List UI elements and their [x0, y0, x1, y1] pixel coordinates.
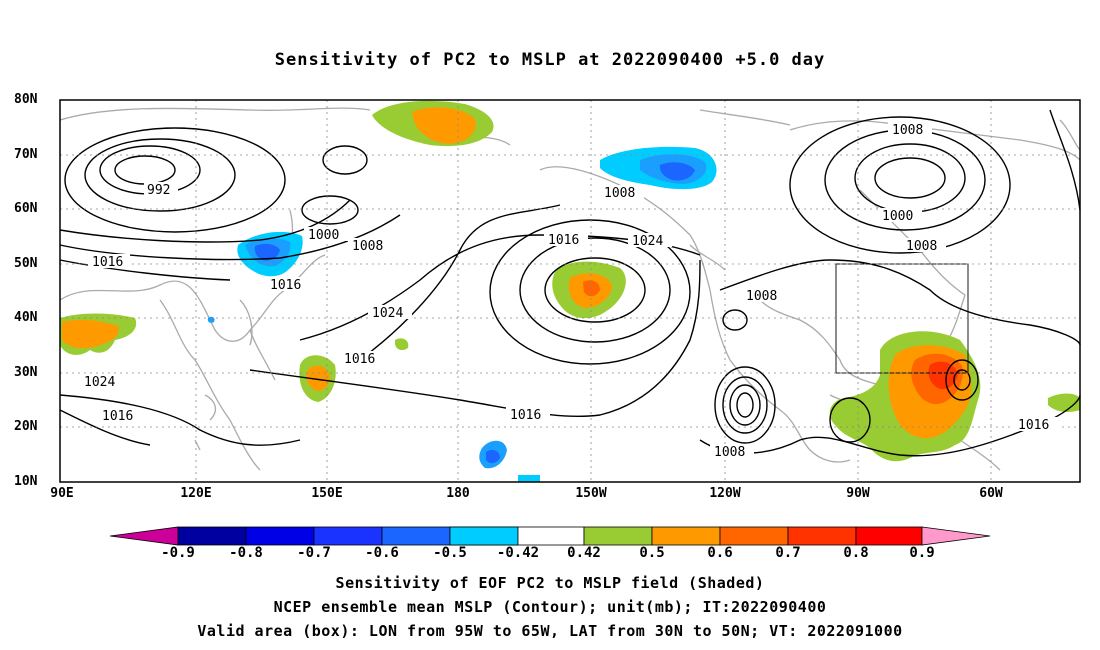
caption-valid-area: Valid area (box): LON from 95W to 65W, L… — [197, 622, 903, 640]
lon-label: 90E — [50, 486, 74, 501]
lon-label: 180 — [446, 486, 470, 501]
shade-orange-wpac — [306, 365, 330, 391]
contour-label: 1000 — [308, 228, 339, 243]
colorbar-box — [719, 526, 789, 546]
shade-blue-tiny — [207, 316, 215, 323]
colorbar-box — [651, 526, 721, 546]
contour-label: 1008 — [714, 445, 745, 460]
shade-blue2-pacific-south — [486, 450, 500, 464]
contour-label: 1016 — [102, 409, 133, 424]
shade-red-atlantic — [928, 361, 958, 390]
colorbar — [109, 526, 991, 546]
mslp-contours — [59, 109, 1081, 457]
lat-label: 60N — [14, 201, 38, 216]
colorbar-box — [381, 526, 451, 546]
colorbar-label: 0.6 — [707, 545, 733, 561]
colorbar-box — [245, 526, 315, 546]
lat-label: 70N — [14, 147, 38, 162]
colorbar-label: -0.7 — [297, 545, 331, 561]
colorbar-max-arrow — [921, 526, 991, 546]
contour-label: 1024 — [632, 234, 663, 249]
map-panel — [59, 99, 1081, 483]
colorbar-label: 0.9 — [909, 545, 935, 561]
lon-label: 90W — [846, 486, 870, 501]
contour-label: 1008 — [352, 239, 383, 254]
contour-label: 1008 — [892, 123, 923, 138]
caption-shading: Sensitivity of EOF PC2 to MSLP field (Sh… — [335, 574, 765, 592]
colorbar-label: 0.8 — [843, 545, 869, 561]
shade-blue-small — [518, 475, 540, 482]
lat-label: 30N — [14, 365, 38, 380]
lon-label: 120E — [180, 486, 212, 501]
colorbar-box — [449, 526, 519, 546]
lon-label: 150E — [311, 486, 343, 501]
colorbar-box — [517, 526, 585, 546]
colorbar-box — [313, 526, 383, 546]
lat-label: 40N — [14, 310, 38, 325]
lat-label: 20N — [14, 419, 38, 434]
contour-label: 1008 — [746, 289, 777, 304]
colorbar-label: -0.6 — [365, 545, 399, 561]
lon-label: 60W — [979, 486, 1003, 501]
contour-label: 1016 — [270, 278, 301, 293]
contour-label: 1008 — [906, 239, 937, 254]
contour-label: 1016 — [344, 352, 375, 367]
contour-label: 992 — [147, 183, 170, 198]
shade-orange-west — [62, 319, 119, 349]
lon-label: 150W — [575, 486, 607, 501]
lon-label: 120W — [709, 486, 741, 501]
contour-label: 1016 — [92, 255, 123, 270]
contour-label: 1024 — [84, 375, 115, 390]
shade-blue3-arctic — [659, 162, 695, 181]
colorbar-box — [787, 526, 857, 546]
contour-label: 1008 — [604, 186, 635, 201]
caption-contour: NCEP ensemble mean MSLP (Contour); unit(… — [273, 598, 827, 616]
plot-title: Sensitivity of PC2 to MSLP at 2022090400… — [274, 50, 826, 70]
colorbar-label: 0.42 — [567, 545, 601, 561]
map-frame — [59, 99, 1081, 483]
contour-label: 1000 — [882, 209, 913, 224]
lat-label: 80N — [14, 92, 38, 107]
contour-label: 1016 — [1018, 418, 1049, 433]
shade-blue3-japan — [254, 243, 280, 261]
colorbar-label: -0.42 — [496, 545, 540, 561]
gridlines — [60, 100, 1080, 482]
colorbar-label: 0.5 — [639, 545, 665, 561]
colorbar-box — [177, 526, 247, 546]
contour-label: 1016 — [510, 408, 541, 423]
colorbar-label: -0.9 — [161, 545, 195, 561]
colorbar-min-arrow — [109, 526, 179, 546]
colorbar-label: 0.7 — [775, 545, 801, 561]
colorbar-label: -0.8 — [229, 545, 263, 561]
shade-orange-arctic — [412, 107, 476, 144]
colorbar-label: -0.5 — [433, 545, 467, 561]
contour-label: 1016 — [548, 233, 579, 248]
colorbar-box — [583, 526, 653, 546]
contour-label-group: 992 1016 1000 1008 1016 1024 1016 1024 1… — [80, 122, 1058, 460]
sensitivity-shading — [60, 100, 1080, 482]
shade-green-small — [395, 338, 409, 351]
contour-label: 1024 — [372, 306, 403, 321]
lat-label: 10N — [14, 474, 38, 489]
shade-red-pacific — [583, 280, 600, 297]
colorbar-box — [855, 526, 923, 546]
lat-label: 50N — [14, 256, 38, 271]
shade-green-east — [1048, 393, 1080, 413]
